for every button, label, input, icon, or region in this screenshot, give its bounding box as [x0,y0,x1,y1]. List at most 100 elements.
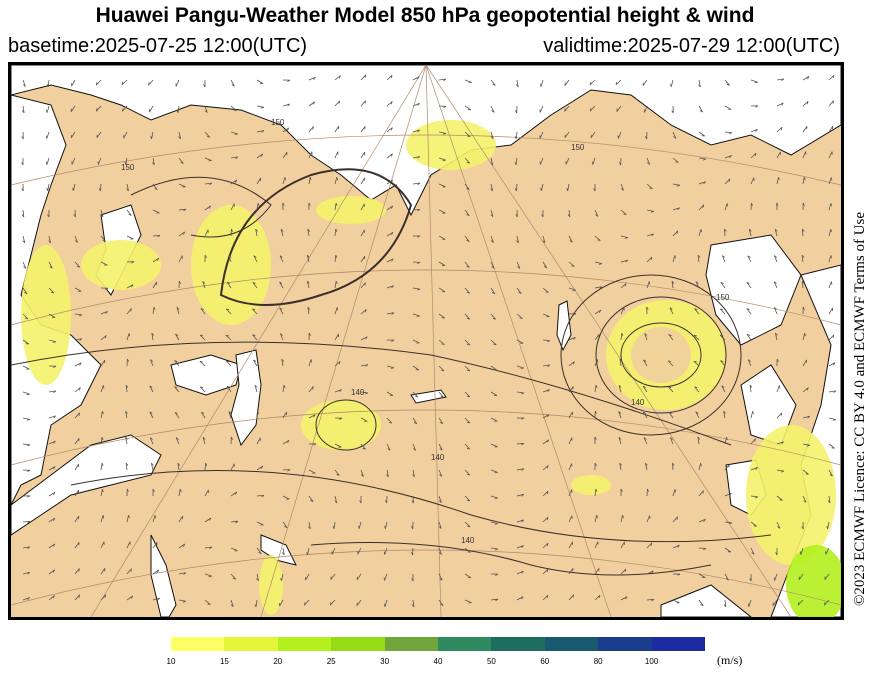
wind-arrow [594,235,601,241]
wind-arrow-head [776,202,779,206]
wind-arrow-head [644,333,648,336]
wind-arrow-head [260,106,265,109]
wind-arrow [438,417,444,425]
wind-arrow [22,571,30,575]
wind-arrow-head [79,362,82,366]
wind-arrow-head [256,578,259,582]
wind-arrow-head [751,202,754,206]
wind-arrow-head [466,343,471,346]
wind-arrow-head [309,176,312,181]
contour-label: 150 [271,118,285,127]
wind-arrow-head [797,602,800,606]
wind-arrow-head [206,135,210,138]
wind-arrow-head [386,474,389,478]
wind-arrow-head [651,598,655,602]
wind-arrow-head [647,488,650,492]
wind-arrow-head [755,129,758,132]
wind-arrow-head [645,462,648,466]
wind-arrow-head [226,308,230,311]
wind-arrow [386,153,393,159]
wind-arrow-head [746,333,750,336]
wind-arrow [178,599,186,602]
wind-arrow [334,125,340,133]
wind-arrow [568,235,573,243]
wind-arrow-head [391,312,395,315]
wind-arrow [568,463,572,471]
wind-arrow-head [646,306,649,310]
wind-arrow [22,287,28,295]
colorbar-ticks: 10 15 20 25 30 40 50 60 80 100 [167,657,705,669]
wind-arrow-head [747,255,751,258]
wind-arrow [48,339,56,343]
wind-arrow-head [806,444,811,447]
wind-arrow [225,308,232,315]
wind-arrow-head [645,136,648,140]
wind-arrow [22,105,25,113]
wind-arrow-head [338,100,341,104]
wind-arrow-head [495,598,499,602]
wind-arrow-head [572,594,574,598]
wind-arrow-head [594,436,597,440]
colorbar-tick-label: 100 [644,657,659,666]
wind-arrow-head [23,266,27,269]
wind-shade-china [571,475,611,495]
wind-arrow [230,599,234,607]
colorbar-tick-label: 30 [380,657,390,666]
wind-arrow [828,281,832,289]
wind-arrow [230,179,237,185]
wind-arrow [516,313,523,319]
wind-arrow-head [780,412,783,416]
wind-arrow [360,443,366,450]
wind-arrow-head [73,214,76,218]
wind-arrow [594,568,600,575]
wind-arrow [386,365,394,369]
wind-arrow [516,596,524,601]
wind-arrow-head [307,254,310,258]
wind-arrow-head [204,254,207,258]
wind-arrow [438,469,443,477]
wind-arrow-head [567,214,571,218]
colorbar-segment [438,637,492,651]
wind-arrow [490,443,498,448]
wind-arrow-head [599,309,602,313]
wind-arrow-head [802,280,805,284]
wind-arrow [230,573,236,580]
wind-shade-atlantic [21,245,71,385]
wind-arrow-head [832,100,834,104]
wind-arrow [464,339,471,346]
wind-arrow-head [313,414,316,418]
wind-arrow [386,258,394,263]
wind-arrow [152,157,155,165]
wind-arrow-head [130,308,132,312]
wind-arrow-head [832,334,835,338]
wind-arrow-head [261,153,264,157]
wind-arrow [825,547,830,555]
wind-arrow [199,360,206,367]
wind-arrow-head [802,228,805,232]
wind-arrow [230,156,238,159]
wind-arrow [175,79,180,87]
wind-arrow-head [226,385,230,388]
wind-arrow-head [387,448,391,451]
wind-arrow [412,391,419,398]
wind-arrow [802,101,809,107]
wind-arrow [95,79,102,86]
wind-arrow-head [566,187,569,192]
wind-arrow [74,287,82,292]
wind-arrow [22,261,27,269]
wind-arrow-head [754,152,757,157]
wind-arrow [802,443,810,446]
wind-arrow [200,386,206,393]
wind-arrow-head [802,306,805,310]
wind-arrow [802,469,809,475]
wind-arrow [334,254,337,263]
wind-arrow [802,125,808,133]
wind-arrow [308,386,314,393]
wind-arrow [256,547,262,554]
wind-arrow [360,203,365,211]
wind-arrow-head [180,161,184,164]
wind-arrow [225,334,232,341]
wind-arrow [306,281,310,289]
wind-arrow [334,307,338,315]
wind-arrow-head [520,367,524,369]
